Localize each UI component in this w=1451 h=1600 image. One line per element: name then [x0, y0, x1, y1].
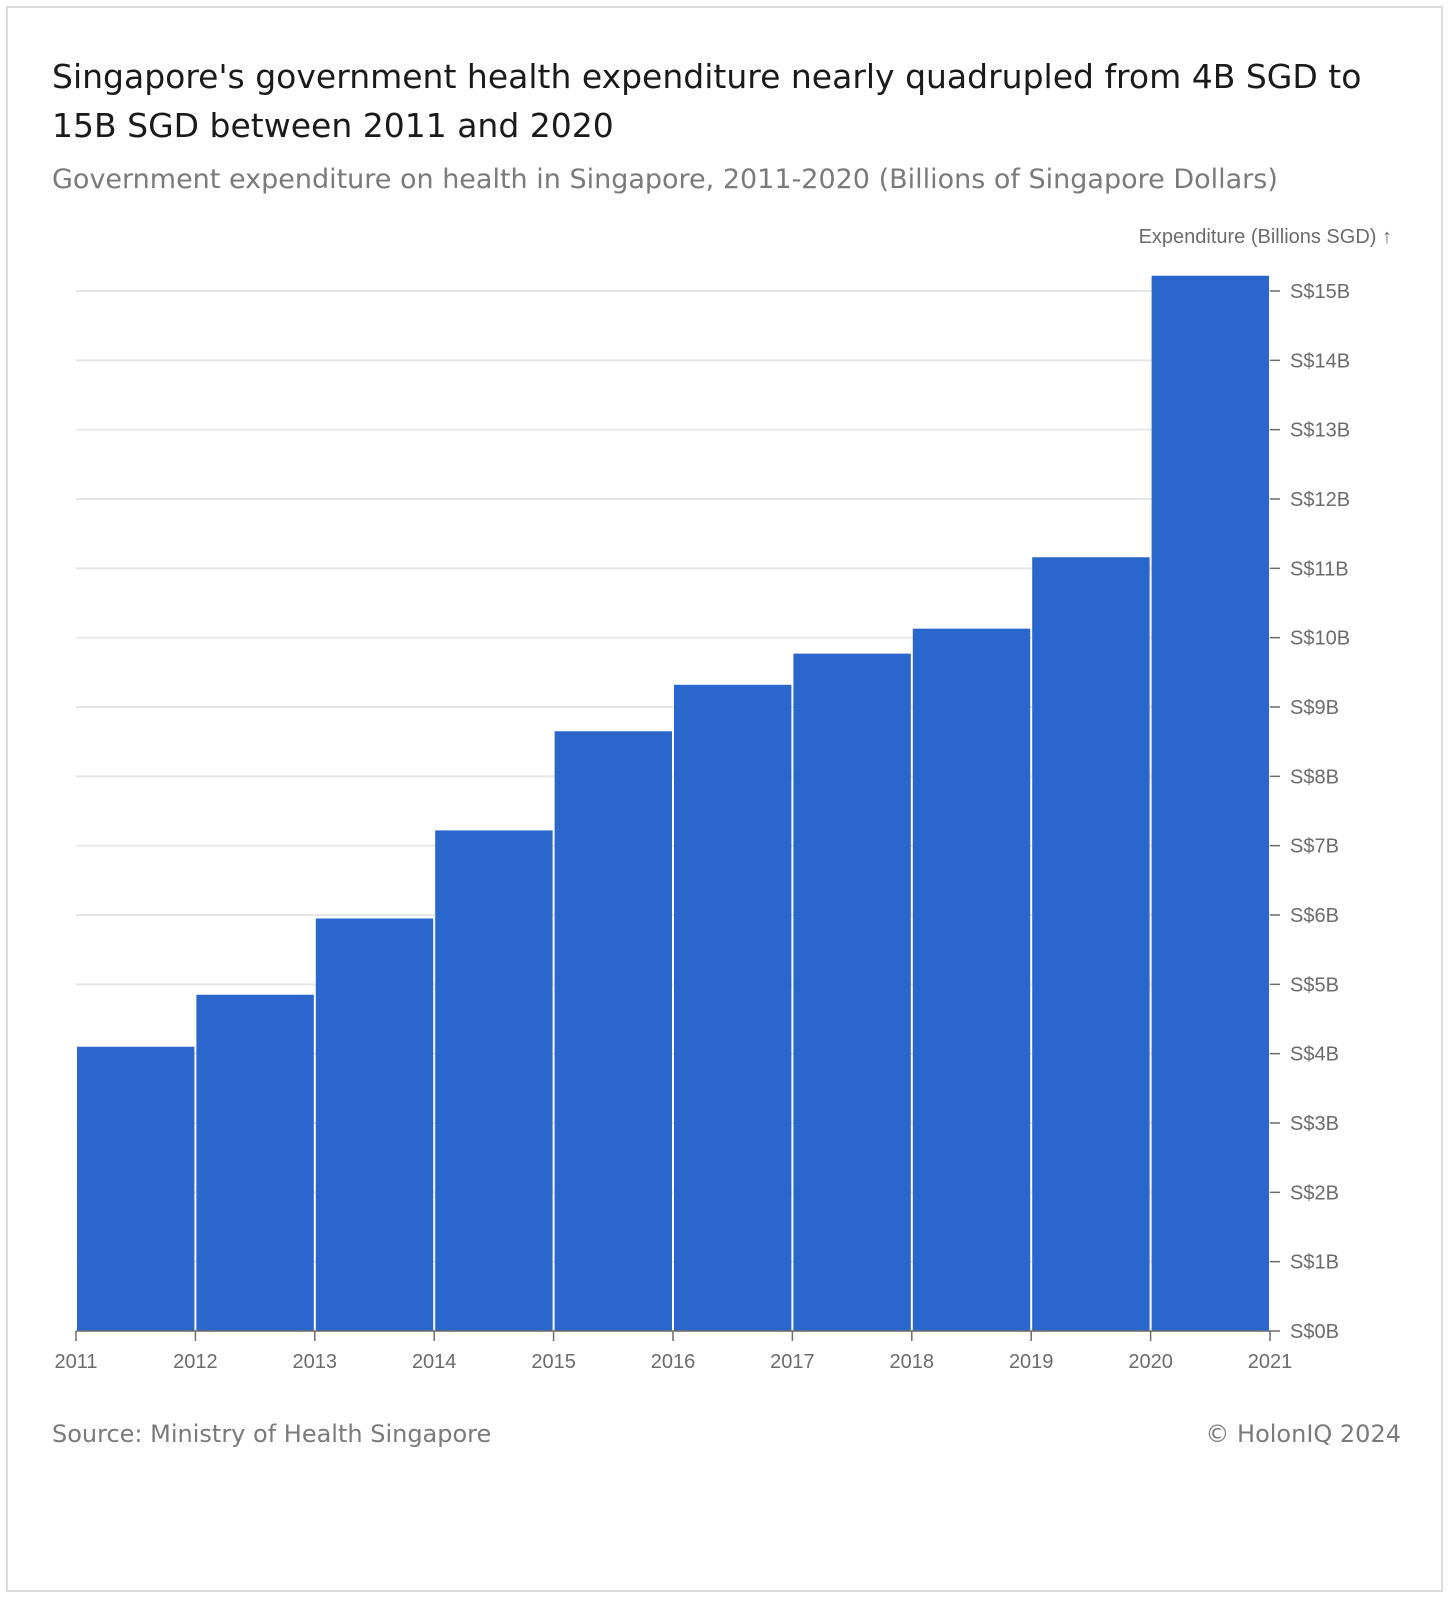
y-tick-label: S$6B [1290, 905, 1339, 927]
bar-2015 [554, 731, 672, 1331]
y-tick-label: S$2B [1290, 1182, 1339, 1204]
chart-subtitle: Government expenditure on health in Sing… [52, 164, 1278, 195]
x-tick-label: 2014 [412, 1351, 457, 1373]
x-tick-label: 2012 [173, 1351, 218, 1373]
x-tick-label: 2020 [1128, 1351, 1173, 1373]
x-tick-label: 2021 [1248, 1351, 1293, 1373]
bar-2019 [1032, 557, 1150, 1331]
bar-2012 [196, 994, 314, 1331]
axes: S$0B S$1B S$2B S$3B S$4B S$5B S$6B S$7B S$8B S$9B… [54, 281, 1350, 1373]
y-tick-label: S$8B [1290, 766, 1339, 788]
bar-2020 [1151, 275, 1269, 1331]
y-tick-label: S$0B [1290, 1321, 1339, 1343]
bar-2018 [912, 628, 1031, 1331]
x-tick-label: 2018 [890, 1351, 935, 1373]
bar-2013 [315, 918, 434, 1331]
y-tick-label: S$15B [1290, 281, 1350, 303]
source-note: Source: Ministry of Health Singapore [52, 1420, 492, 1448]
bar-2017 [793, 653, 911, 1331]
y-tick-label: S$13B [1290, 420, 1350, 442]
y-tick-label: S$9B [1290, 697, 1339, 719]
y-tick-label: S$12B [1290, 489, 1350, 511]
bars [77, 275, 1269, 1331]
bar-2016 [674, 684, 792, 1331]
x-tick-label: 2016 [651, 1351, 696, 1373]
x-tick-label: 2017 [770, 1351, 815, 1373]
x-tick-label: 2011 [54, 1351, 97, 1373]
bar-2014 [435, 830, 553, 1331]
y-tick-label: S$10B [1290, 628, 1350, 650]
chart-title: Singapore's government health expenditur… [52, 57, 1362, 145]
y-tick-label: S$4B [1290, 1044, 1339, 1066]
bar-2011 [77, 1046, 195, 1331]
y-tick-label: S$11B [1290, 558, 1349, 580]
y-tick-label: S$1B [1290, 1252, 1339, 1274]
y-tick-label: S$5B [1290, 974, 1339, 996]
y-tick-label: S$3B [1290, 1113, 1339, 1135]
copyright-note: © HolonIQ 2024 [1205, 1420, 1401, 1448]
x-tick-label: 2015 [531, 1351, 576, 1373]
bar-chart: S$0B S$1B S$2B S$3B S$4B S$5B S$6B S$7B S$8B S$9B… [54, 226, 1392, 1373]
y-tick-label: S$14B [1290, 350, 1350, 372]
y-tick-label: S$7B [1290, 836, 1339, 858]
x-tick-label: 2019 [1009, 1351, 1054, 1373]
y-axis-label: Expenditure (Billions SGD) ↑ [1139, 226, 1392, 248]
x-tick-label: 2013 [293, 1351, 338, 1373]
